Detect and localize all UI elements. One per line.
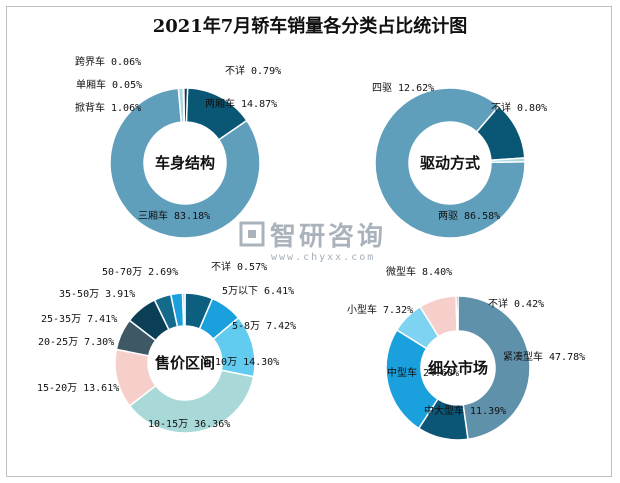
donut-chart-1: 两厢车 14.87% 三厢车 83.18% 掀背车 1.06% 单厢车 0.05% 跨界… xyxy=(75,55,281,239)
donut-chart-4: 紧凑型车 47.78% 中大型车 11.39% 中型车 24.68% 小型车 7.32… xyxy=(347,265,585,441)
watermark-text: 智研咨询 xyxy=(270,221,386,252)
slice-label: 25-35万 7.41% xyxy=(41,314,117,325)
slice-label: 微型车 8.40% xyxy=(386,265,452,278)
donut-center-label: 驱动方式 xyxy=(420,154,480,172)
slice-label: 不详 0.79% xyxy=(225,64,281,77)
donut-chart-3: 5万以下 6.41% 5-8万 7.42% 8-10万 14.30% 10-15万 3… xyxy=(37,260,296,434)
slice-label: 35-50万 3.91% xyxy=(59,289,135,300)
slice-label: 紧凑型车 47.78% xyxy=(503,350,585,363)
slice-label: 四驱 12.62% xyxy=(372,82,434,94)
donut-slice xyxy=(128,369,255,434)
chart-title: 2021年7月轿车销量各分类占比统计图 xyxy=(152,16,468,37)
slice-label: 中大型车 11.39% xyxy=(424,404,506,417)
donut-slice xyxy=(374,87,526,239)
slice-label: 掀背车 1.06% xyxy=(75,101,141,114)
donut-slice xyxy=(457,295,531,441)
slice-label: 两驱 86.58% xyxy=(438,210,500,222)
donut-center-label: 车身结构 xyxy=(155,154,215,172)
slice-label: 5万以下 6.41% xyxy=(222,286,294,297)
watermark-logo-icon xyxy=(239,221,265,247)
slice-label: 小型车 7.32% xyxy=(347,303,413,316)
slice-label: 5-8万 7.42% xyxy=(232,321,296,332)
slice-label: 15-20万 13.61% xyxy=(37,383,119,394)
chart-frame xyxy=(6,6,612,477)
slice-label: 三厢车 83.18% xyxy=(138,209,210,222)
slice-label: 20-25万 7.30% xyxy=(38,337,114,348)
watermark: 智研咨询 www.chyxx.com xyxy=(239,221,386,263)
slice-label: 8-10万 14.30% xyxy=(203,357,279,368)
slice-label: 两厢车 14.87% xyxy=(205,97,277,110)
slice-label: 10-15万 36.36% xyxy=(148,419,230,430)
watermark-url: www.chyxx.com xyxy=(271,252,375,263)
donut-slice xyxy=(109,87,261,239)
donut-slice xyxy=(455,295,459,332)
donut-slice xyxy=(183,87,189,123)
slice-label: 50-70万 2.69% xyxy=(102,267,178,278)
donut-slice xyxy=(490,157,526,164)
donut-chart-2: 两驱 86.58% 四驱 12.62% 不详 0.80% 驱动方式 xyxy=(372,82,547,239)
slice-label: 不详 0.57% xyxy=(211,260,267,273)
slice-label: 单厢车 0.05% xyxy=(76,78,142,91)
slice-label: 中型车 24.68% xyxy=(387,366,459,379)
slice-label: 跨界车 0.06% xyxy=(75,55,141,68)
donut-center-label: 售价区间 xyxy=(155,354,215,372)
slice-label: 不详 0.80% xyxy=(491,101,547,114)
slice-label: 不详 0.42% xyxy=(488,297,544,310)
donut-center-label: 细分市场 xyxy=(428,359,488,377)
donut-slice xyxy=(181,292,186,327)
